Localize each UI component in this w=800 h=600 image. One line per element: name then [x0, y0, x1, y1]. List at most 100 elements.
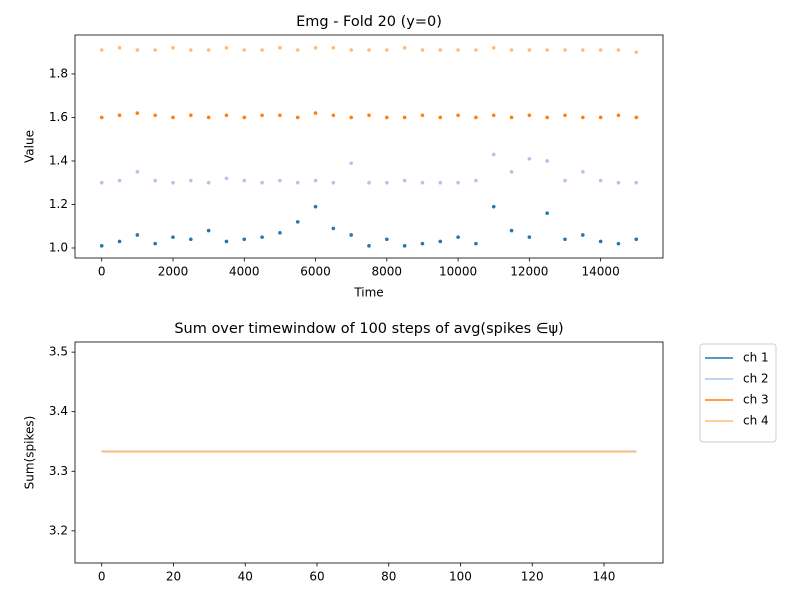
data-point — [242, 115, 247, 120]
data-point — [598, 115, 603, 120]
data-point — [545, 115, 549, 120]
x-tick-label: 120 — [521, 570, 544, 584]
data-point — [438, 180, 443, 185]
data-point — [117, 178, 122, 183]
data-point — [278, 178, 282, 183]
data-point — [438, 115, 443, 120]
data-point — [509, 170, 514, 174]
data-point — [349, 48, 353, 52]
data-point — [349, 115, 353, 120]
legend-label: ch 1 — [743, 351, 769, 365]
data-point — [135, 170, 140, 174]
data-point — [598, 178, 603, 183]
x-tick-label: 14000 — [582, 265, 620, 279]
data-point — [616, 241, 621, 246]
data-point — [509, 48, 514, 52]
x-tick-label: 100 — [449, 570, 472, 584]
data-point — [616, 180, 621, 185]
data-point — [634, 50, 639, 54]
data-point — [206, 115, 211, 120]
data-point — [153, 48, 157, 52]
x-tick-label: 140 — [593, 570, 616, 584]
data-point — [385, 180, 389, 185]
data-point — [331, 180, 336, 185]
data-point — [242, 178, 247, 183]
x-tick-label: 20 — [166, 570, 181, 584]
data-point — [117, 46, 122, 50]
data-point — [153, 178, 157, 183]
data-point — [420, 180, 425, 185]
data-point — [438, 239, 443, 244]
data-point — [260, 180, 264, 185]
data-point — [260, 235, 264, 239]
data-point — [349, 161, 353, 165]
data-point — [295, 220, 300, 224]
data-point — [598, 48, 603, 52]
data-point — [367, 48, 371, 52]
chart-title: Emg - Fold 20 (y=0) — [296, 14, 442, 30]
legend-label: ch 3 — [743, 393, 769, 407]
data-point — [581, 48, 585, 52]
data-point — [206, 48, 211, 52]
data-point — [206, 180, 211, 185]
data-point — [402, 178, 407, 183]
x-tick-label: 2000 — [158, 265, 189, 279]
x-tick-label: 40 — [238, 570, 253, 584]
data-point — [385, 115, 389, 120]
data-point — [189, 237, 193, 242]
data-point — [242, 48, 247, 52]
data-point — [206, 228, 211, 233]
y-tick-label: 3.3 — [49, 464, 68, 478]
data-point — [331, 113, 336, 118]
data-point — [509, 115, 514, 120]
data-point — [420, 241, 425, 246]
x-axis-label: Time — [353, 286, 383, 300]
data-point — [563, 237, 567, 242]
x-tick-label: 6000 — [300, 265, 331, 279]
y-axis-label: Sum(spikes) — [23, 416, 37, 490]
data-point — [474, 178, 478, 183]
data-point — [171, 46, 175, 50]
data-point — [278, 46, 282, 50]
data-point — [295, 48, 300, 52]
data-point — [313, 204, 318, 209]
data-point — [260, 113, 264, 118]
data-point — [99, 180, 104, 185]
data-point — [491, 46, 496, 50]
data-point — [491, 204, 496, 209]
data-point — [634, 180, 639, 185]
data-point — [420, 48, 425, 52]
x-tick-label: 4000 — [229, 265, 260, 279]
x-tick-label: 10000 — [439, 265, 477, 279]
data-point — [295, 115, 300, 120]
data-point — [99, 244, 104, 248]
data-point — [171, 235, 175, 239]
data-point — [349, 233, 353, 237]
y-tick-label: 1.8 — [49, 66, 68, 80]
data-point — [153, 113, 157, 118]
data-point — [171, 115, 175, 120]
data-point — [313, 111, 318, 115]
data-point — [545, 159, 549, 163]
y-tick-label: 1.4 — [49, 153, 68, 167]
data-point — [438, 48, 443, 52]
data-point — [117, 113, 122, 118]
axes-frame — [74, 34, 664, 259]
data-point — [527, 235, 532, 239]
data-point — [313, 46, 318, 50]
y-tick-label: 1.0 — [49, 240, 68, 254]
data-point — [331, 226, 336, 231]
y-tick-label: 3.2 — [49, 523, 68, 537]
data-point — [367, 180, 371, 185]
data-point — [367, 113, 371, 118]
data-point — [402, 46, 407, 50]
axes-frame — [74, 341, 664, 564]
data-point — [598, 239, 603, 244]
data-point — [331, 46, 336, 50]
data-point — [509, 228, 514, 233]
legend: ch 1 ch 2 ch 3 ch 4 — [699, 343, 777, 443]
data-point — [242, 237, 247, 242]
data-point — [456, 235, 460, 239]
legend-label: ch 4 — [743, 414, 769, 428]
